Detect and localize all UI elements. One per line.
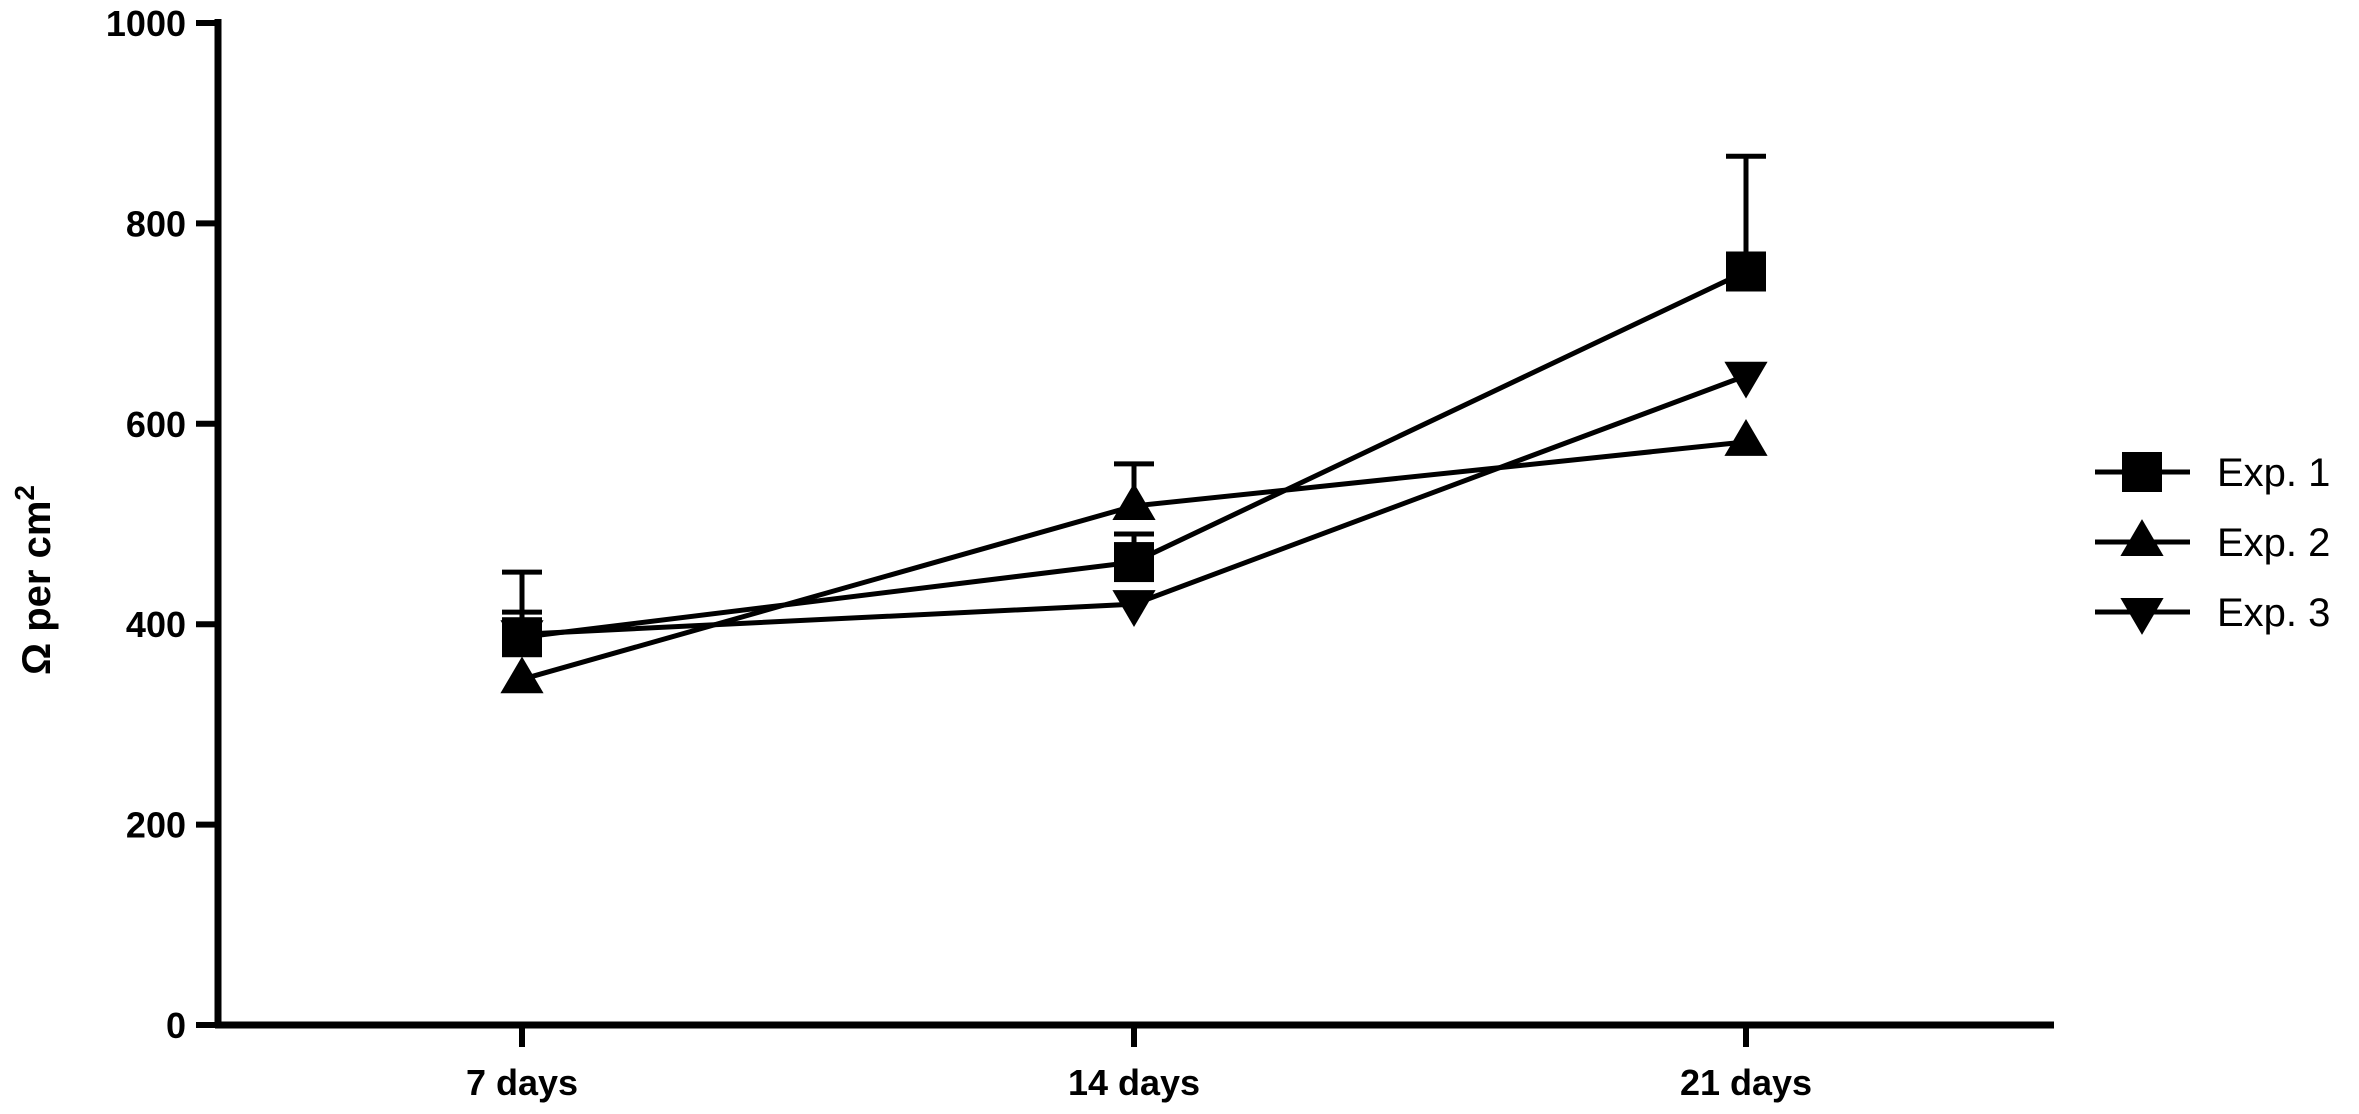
y-tick-label: 1000 — [106, 3, 186, 44]
y-tick-label: 400 — [126, 604, 186, 645]
axes: 0 200 400 600 800 1000 7 days 14 days 21 days — [106, 3, 2054, 1103]
y-tick-label: 0 — [166, 1005, 186, 1046]
x-tick-label: 7 days — [466, 1062, 578, 1103]
legend: Exp. 1 Exp. 2 Exp. 3 — [2095, 451, 2330, 635]
data-point — [500, 656, 544, 694]
series-layer — [500, 153, 1768, 694]
legend-label: Exp. 3 — [2217, 591, 2330, 635]
y-tick-label: 800 — [126, 203, 186, 244]
legend-item: Exp. 1 — [2095, 451, 2330, 495]
legend-label: Exp. 2 — [2217, 521, 2330, 565]
data-point — [500, 620, 544, 658]
legend-marker — [2122, 452, 2162, 492]
legend-label: Exp. 1 — [2217, 451, 2330, 495]
data-point — [1112, 590, 1156, 627]
legend-marker — [2120, 519, 2164, 556]
data-point — [1114, 542, 1154, 583]
y-tick-label: 600 — [126, 404, 186, 445]
data-point — [1726, 251, 1766, 292]
y-axis-title: Ω per cm2 — [9, 485, 59, 675]
legend-item: Exp. 2 — [2095, 519, 2330, 565]
data-point — [1112, 483, 1156, 520]
legend-marker — [2120, 598, 2164, 635]
y-tick-label: 200 — [126, 805, 186, 846]
data-point — [1724, 419, 1768, 456]
x-tick-label: 21 days — [1680, 1062, 1812, 1103]
legend-item: Exp. 3 — [2095, 591, 2330, 635]
x-tick-label: 14 days — [1068, 1062, 1200, 1103]
data-point — [1724, 361, 1768, 399]
series-line-1 — [521, 269, 1748, 640]
